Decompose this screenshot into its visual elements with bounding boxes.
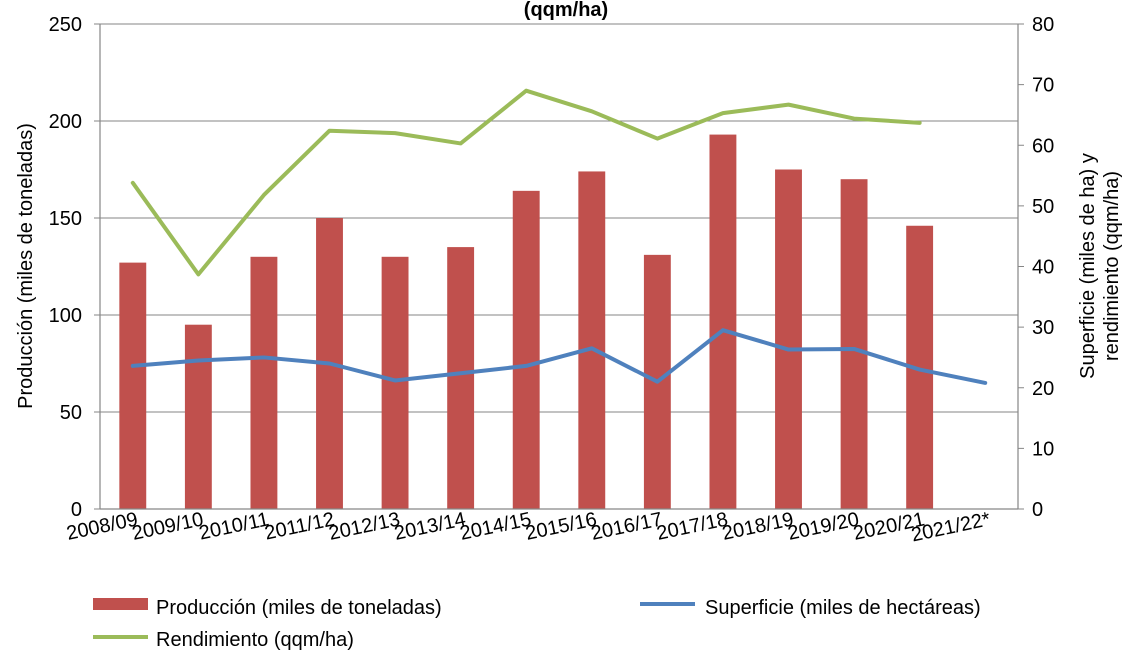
chart-title: (qqm/ha) [524,0,608,21]
y-left-tick-label: 0 [71,499,82,521]
y-right-tick-label: 0 [1032,499,1043,521]
x-ticks: 2008/092009/102010/112011/122012/132013/… [65,508,993,546]
bar-produccion [840,179,868,509]
legend-swatch-produccion [93,598,148,610]
legend-label-rendimiento: Rendimiento (qqm/ha) [156,629,354,651]
x-tick-label: 2012/13 [327,508,402,545]
y-right-label-line2: rendimiento (qqm/ha) [1101,171,1123,361]
y-left-tick-label: 200 [49,111,82,133]
bars [119,134,934,509]
y-left-tick-label: 50 [60,402,82,424]
y-right-tick-label: 70 [1032,75,1054,97]
y-right-tick-label: 80 [1032,14,1054,36]
y-right-tick-label: 10 [1032,438,1054,460]
x-tick-label: 2010/11 [197,508,271,544]
bar-produccion [447,247,475,509]
bar-produccion [250,256,278,509]
y-left-tick-label: 250 [49,14,82,36]
x-tick-label: 2013/14 [392,508,467,545]
left-ticks: 0 50 100 150 200 250 [49,14,100,521]
y-right-tick-label: 40 [1032,257,1054,279]
y-left-tick-label: 100 [49,305,82,327]
y-right-tick-label: 50 [1032,196,1054,218]
legend-label-superficie: Superficie (miles de hectáreas) [705,597,981,619]
right-ticks: 0 10 20 30 40 50 60 70 80 [1018,14,1054,521]
x-tick-label: 2017/18 [655,508,730,545]
y-right-label-line1: Superficie (miles de ha) y [1077,153,1099,379]
gridlines [100,23,1018,413]
line-superficie [130,328,988,385]
legend: Producción (miles de toneladas) Superfic… [93,597,981,651]
x-tick-label: 2011/12 [263,508,337,544]
x-tick-label: 2015/16 [524,508,599,545]
y-right-tick-label: 60 [1032,135,1054,157]
y-left-label: Producción (miles de toneladas) [15,123,37,409]
y-right-tick-label: 20 [1032,378,1054,400]
bar-produccion [578,171,606,509]
x-tick-label: 2018/19 [720,508,795,545]
y-left-tick-label: 150 [49,208,82,230]
line-rendimiento [130,88,922,277]
series-lines [130,88,988,385]
bar-produccion [184,324,212,509]
x-tick-label: 2009/10 [130,508,205,545]
bar-produccion [119,262,147,509]
x-tick-label: 2014/15 [458,508,533,545]
bar-produccion [381,256,409,509]
x-tick-label: 2019/20 [786,508,861,545]
bar-produccion [775,169,802,509]
x-tick-label: 2016/17 [589,508,664,545]
bar-produccion [512,190,540,509]
legend-label-produccion: Producción (miles de toneladas) [156,597,442,619]
y-right-tick-label: 30 [1032,317,1054,339]
bar-produccion [709,134,737,509]
